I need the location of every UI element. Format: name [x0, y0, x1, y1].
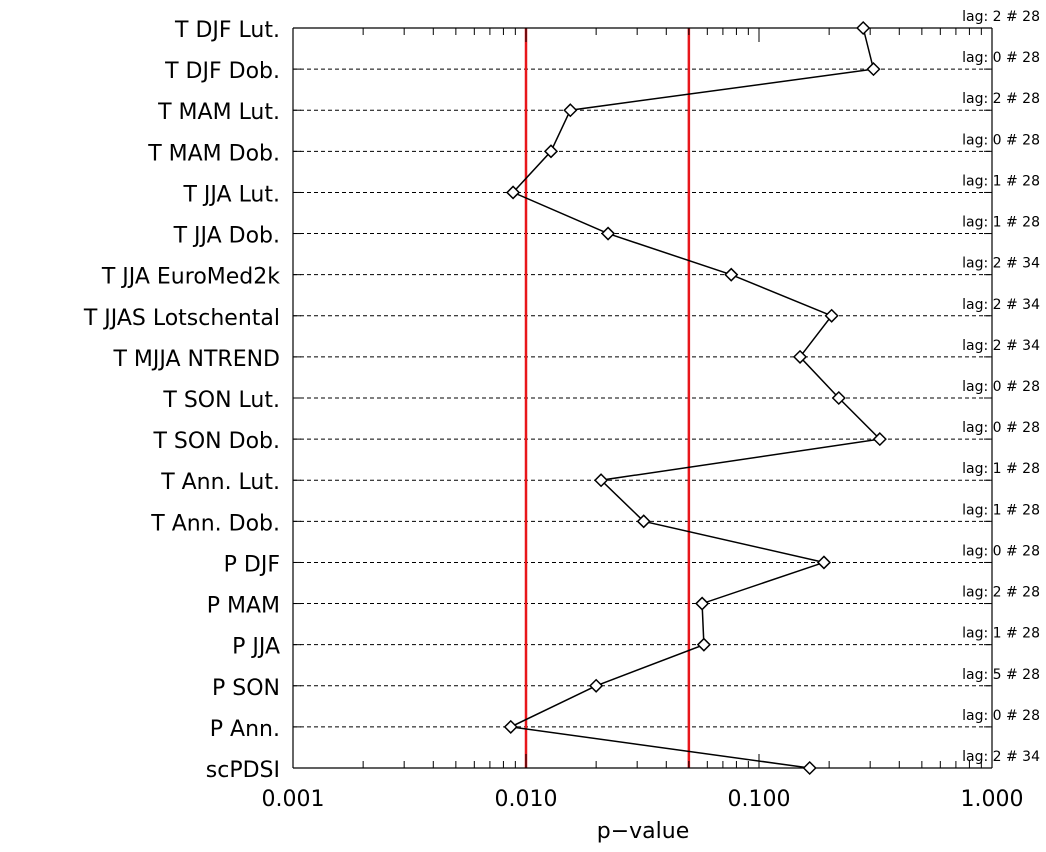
category-label: T DJF Dob.	[164, 59, 280, 84]
category-label: T MAM Lut.	[157, 100, 280, 125]
category-label: P Ann.	[210, 717, 280, 742]
data-point	[506, 185, 521, 200]
data-point	[543, 144, 559, 159]
grid-layer	[293, 27, 992, 769]
data-point	[636, 514, 651, 529]
lag-annotation: lag: 2 # 28	[962, 9, 1040, 25]
category-label: T SON Lut.	[162, 388, 280, 413]
lag-annotation: lag: 0 # 28	[962, 420, 1040, 436]
category-label: T JJA EuroMed2k	[101, 265, 280, 290]
lag-annotation: lag: 2 # 28	[962, 91, 1040, 107]
data-point	[724, 267, 739, 282]
category-label: T SON Dob.	[152, 429, 280, 454]
x-tick-label: 1.000	[961, 787, 1024, 812]
threshold-layer	[524, 28, 691, 768]
category-label: T Ann. Dob.	[150, 511, 280, 536]
lag-annotation: lag: 1 # 28	[962, 173, 1040, 189]
category-label: T Ann. Lut.	[160, 470, 280, 495]
lag-annotation: lag: 0 # 28	[962, 132, 1040, 148]
category-label: P DJF	[224, 552, 280, 577]
data-point	[816, 555, 832, 570]
data-point	[824, 308, 839, 323]
category-label: T JJA Lut.	[183, 182, 281, 207]
data-point	[792, 349, 808, 364]
data-point	[831, 390, 846, 406]
x-tick-label: 0.010	[495, 787, 558, 812]
category-label: T JJA Dob.	[173, 224, 280, 249]
category-label: P JJA	[232, 635, 280, 660]
data-point	[872, 432, 887, 447]
label-layer: 0.001 0.010 0.100 1.000 T DJF Lut. T DJF Dob.…	[83, 9, 1040, 812]
x-axis-title: p−value	[597, 819, 690, 844]
lag-annotation: lag: 1 # 28	[962, 461, 1040, 477]
lag-annotation: lag: 1 # 28	[962, 626, 1040, 642]
category-label: P MAM	[207, 594, 280, 619]
lag-annotation: lag: 5 # 28	[962, 667, 1040, 683]
data-point	[856, 20, 871, 36]
category-label: scPDSI	[206, 758, 280, 783]
lag-annotation: lag: 2 # 34	[962, 297, 1040, 313]
data-point	[802, 760, 817, 776]
category-label: P SON	[212, 676, 280, 701]
x-tick-label: 0.100	[728, 787, 791, 812]
data-point	[503, 719, 518, 734]
lag-annotation: lag: 1 # 28	[962, 502, 1040, 518]
lag-annotation: lag: 2 # 34	[962, 256, 1040, 272]
lag-annotation: lag: 1 # 28	[962, 215, 1040, 231]
data-point	[563, 103, 578, 118]
axes-layer	[292, 27, 993, 769]
category-label: T MJJA NTREND	[112, 347, 280, 372]
category-label: T JJAS Lotschental	[83, 306, 280, 331]
category-label: T MAM Dob.	[147, 141, 280, 166]
series-layer	[503, 20, 887, 776]
lag-annotation: lag: 0 # 28	[962, 379, 1040, 395]
data-point	[696, 637, 711, 652]
data-point	[600, 226, 616, 241]
lag-annotation: lag: 2 # 34	[962, 749, 1040, 765]
lag-annotation: lag: 0 # 28	[962, 50, 1040, 66]
lag-annotation: lag: 2 # 28	[962, 585, 1040, 601]
category-label: T DJF Lut.	[174, 18, 280, 43]
data-point	[589, 678, 604, 693]
lag-annotation: lag: 0 # 28	[962, 708, 1040, 724]
lag-annotation: lag: 2 # 34	[962, 338, 1040, 354]
data-point	[866, 62, 881, 77]
x-tick-label: 0.001	[262, 787, 325, 812]
data-point	[594, 473, 609, 488]
lag-annotation: lag: 0 # 28	[962, 543, 1040, 559]
data-point	[695, 596, 710, 611]
